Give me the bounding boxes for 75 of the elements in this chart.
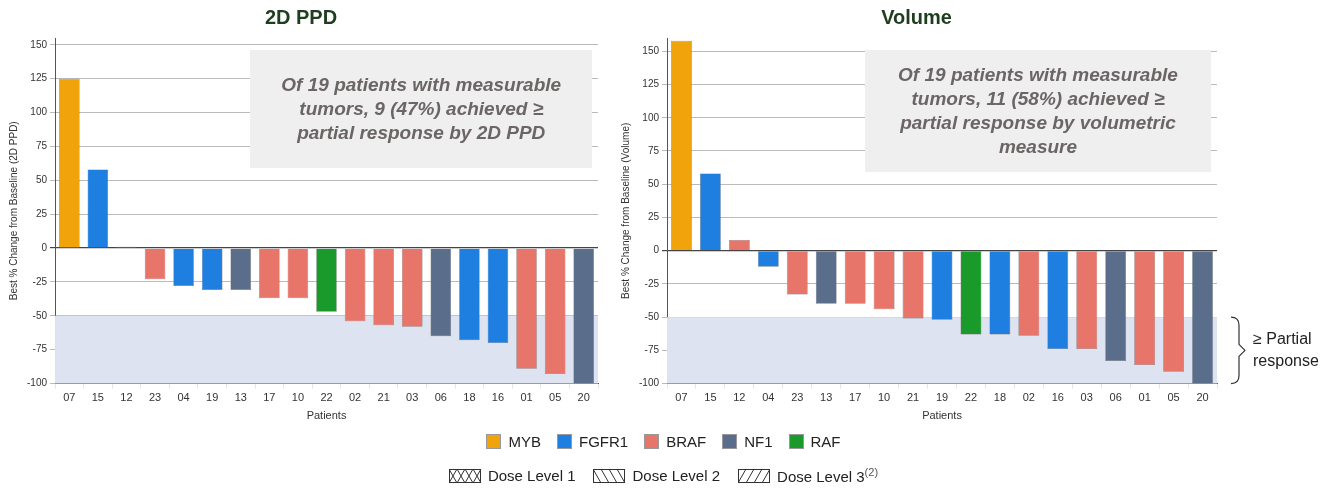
- y-tick-label: 50: [35, 174, 48, 186]
- y-tick-label: 0: [653, 244, 660, 256]
- x-tick-label: 04: [762, 391, 775, 404]
- x-tick-label: 16: [491, 391, 505, 404]
- y-tick-label: 150: [30, 38, 48, 50]
- x-tick-label: 04: [177, 391, 190, 404]
- y-tick-label: -75: [644, 344, 660, 356]
- band-label: ≥ Partial response: [1253, 329, 1319, 369]
- x-tick-label: 22: [320, 391, 333, 404]
- x-tick-label: 17: [263, 391, 276, 404]
- legend-label: FGFR1: [578, 433, 629, 450]
- y-tick-label: 0: [41, 241, 48, 253]
- x-axis-title: Patients: [306, 409, 347, 422]
- x-tick-label: 15: [704, 391, 717, 404]
- legend-label: RAF: [810, 433, 841, 450]
- x-tick-label: 15: [91, 391, 105, 404]
- x-tick-label: 03: [1080, 391, 1093, 404]
- x-tick-label: 12: [733, 391, 746, 404]
- x-tick-label: 23: [791, 391, 804, 404]
- y-tick-label: -50: [32, 309, 48, 321]
- x-tick-label: 21: [906, 391, 920, 404]
- x-tick-label: 01: [520, 391, 533, 404]
- y-tick-label: 125: [30, 72, 48, 84]
- legend-label: BRAF: [666, 433, 707, 450]
- y-tick-label: 25: [35, 207, 48, 219]
- x-tick-label: 10: [877, 391, 891, 404]
- legend-label: NF1: [744, 433, 773, 450]
- x-tick-label: 03: [406, 391, 419, 404]
- y-tick-label: 75: [647, 144, 660, 156]
- y-axis-title: Best % Change from Baseline (Volume): [619, 122, 631, 299]
- y-tick-label: 50: [647, 177, 660, 189]
- legend-label: MYB: [508, 433, 541, 450]
- x-tick-label: 21: [377, 391, 390, 404]
- y-tick-label: 75: [35, 140, 48, 152]
- x-tick-label: 01: [1138, 391, 1151, 404]
- chart-title: 2D PPD: [264, 5, 338, 28]
- y-tick-label: 25: [647, 211, 660, 223]
- x-tick-label: 12: [120, 391, 133, 404]
- x-tick-label: 17: [849, 391, 862, 404]
- x-axis-title: Patients: [922, 409, 963, 422]
- x-tick-label: 13: [820, 391, 833, 404]
- text: Dose Level 1: [487, 467, 576, 484]
- x-tick-label: 07: [675, 391, 688, 404]
- y-axis-title: Best % Change from Baseline (2D PPD): [7, 121, 19, 301]
- y-tick-label: 125: [642, 78, 660, 90]
- x-tick-label: 05: [1167, 391, 1180, 404]
- chart-title: Volume: [881, 5, 952, 28]
- text: Dose Level 3$^{(2)}$: [777, 466, 879, 485]
- x-tick-label: 18: [993, 391, 1007, 404]
- x-tick-label: 06: [434, 391, 447, 404]
- x-tick-label: 23: [148, 391, 162, 404]
- x-tick-label: 10: [291, 391, 305, 404]
- x-tick-label: 19: [206, 391, 219, 404]
- text: Dose Level 2: [632, 467, 721, 484]
- x-tick-label: 22: [964, 391, 978, 404]
- y-tick-label: 100: [30, 106, 48, 118]
- x-tick-label: 20: [577, 391, 590, 404]
- x-tick-label: 20: [1196, 391, 1209, 404]
- x-tick-label: 16: [1051, 391, 1064, 404]
- y-tick-label: -25: [644, 277, 660, 289]
- y-tick-label: -50: [644, 310, 660, 322]
- y-tick-label: 100: [642, 111, 660, 123]
- x-tick-label: 06: [1109, 391, 1122, 404]
- x-tick-label: 02: [1022, 391, 1035, 404]
- x-tick-label: 02: [348, 391, 362, 404]
- y-tick-label: -100: [639, 377, 660, 389]
- y-tick-label: -25: [32, 275, 48, 287]
- x-tick-label: 19: [935, 391, 949, 404]
- x-tick-label: 05: [549, 391, 562, 404]
- y-tick-label: 150: [642, 45, 660, 57]
- y-tick-label: -100: [27, 377, 48, 389]
- y-tick-label: -75: [32, 343, 48, 355]
- x-tick-label: 13: [234, 391, 247, 404]
- x-tick-label: 18: [463, 391, 476, 404]
- x-tick-label: 07: [63, 391, 76, 404]
